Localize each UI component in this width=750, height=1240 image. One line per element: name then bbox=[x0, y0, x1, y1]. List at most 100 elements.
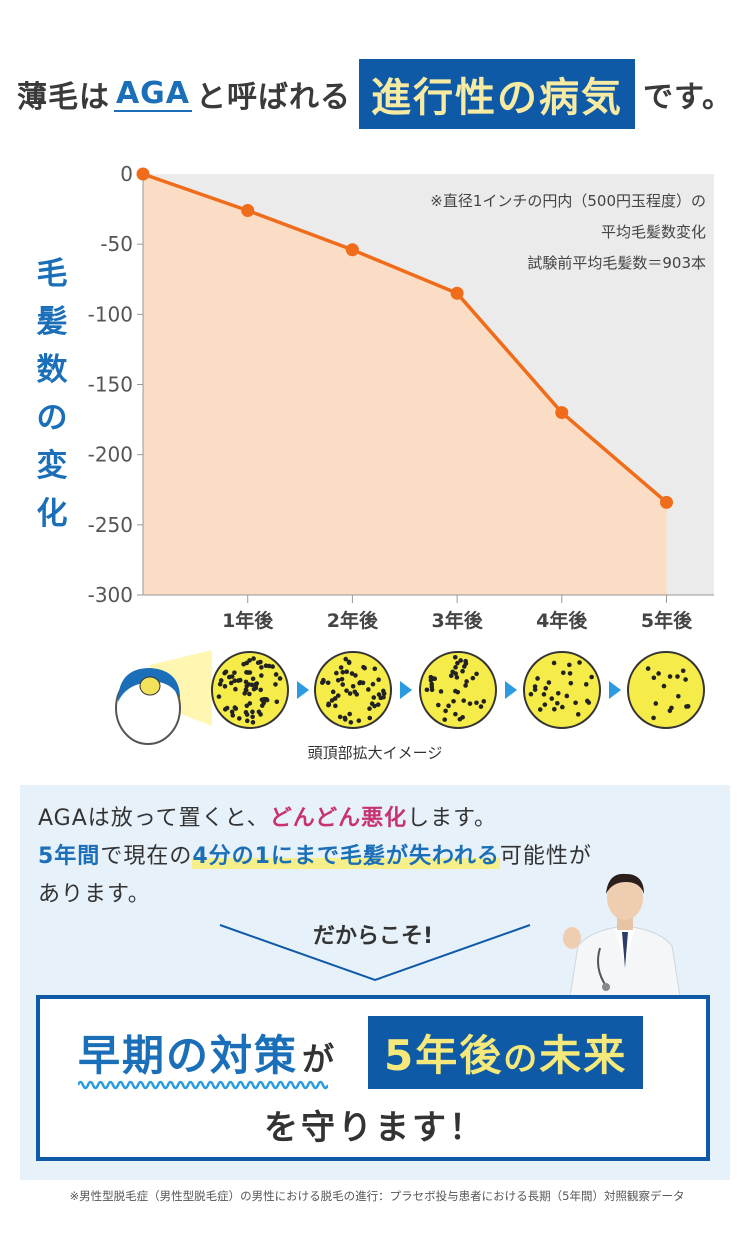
hair-dot bbox=[216, 694, 222, 699]
hair-dot bbox=[442, 717, 448, 722]
hair-dot bbox=[362, 665, 367, 671]
hair-dot bbox=[332, 696, 338, 701]
hair-dot bbox=[372, 703, 377, 709]
hair-dot bbox=[546, 680, 552, 685]
note-line: 試験前平均毛髪数＝903本 bbox=[527, 253, 706, 272]
x-tick-label: 2年後 bbox=[327, 609, 379, 632]
data-point bbox=[345, 243, 359, 257]
x-tick-label: 3年後 bbox=[431, 609, 483, 632]
hair-dot bbox=[247, 658, 252, 663]
hair-dot bbox=[567, 662, 572, 668]
hair-dot bbox=[528, 691, 534, 697]
hair-dot bbox=[243, 687, 249, 693]
result-highlight-box: 5年後の未来 bbox=[368, 1016, 644, 1089]
hair-dot bbox=[555, 700, 560, 706]
hair-dot bbox=[244, 712, 250, 717]
hair-dot bbox=[250, 709, 255, 715]
hair-dot bbox=[343, 656, 349, 662]
data-point bbox=[555, 406, 569, 420]
hair-dot bbox=[461, 698, 467, 703]
hair-dot bbox=[653, 701, 659, 706]
headline-part3: です。 bbox=[643, 80, 734, 115]
hair-dot bbox=[247, 701, 253, 706]
hair-dot bbox=[455, 660, 460, 666]
y-tick-label: -100 bbox=[88, 302, 133, 326]
hair-dot bbox=[255, 660, 261, 665]
data-line bbox=[142, 172, 668, 504]
hair-dot bbox=[535, 676, 540, 681]
hair-dot bbox=[443, 708, 448, 714]
hair-dot bbox=[357, 680, 363, 685]
hair-dot bbox=[462, 664, 467, 669]
hair-dot bbox=[463, 658, 468, 664]
hair-dot bbox=[584, 698, 590, 704]
hair-dot bbox=[344, 688, 349, 693]
hair-dot bbox=[335, 677, 341, 683]
result-particle: の bbox=[503, 1039, 540, 1079]
hair-dot bbox=[448, 673, 454, 679]
hair-dot bbox=[261, 700, 266, 706]
y-tick-label: -150 bbox=[88, 373, 133, 397]
headline-aga: AGA bbox=[113, 75, 193, 112]
hair-dot bbox=[232, 670, 237, 675]
hair-dot bbox=[325, 680, 331, 686]
hair-dot bbox=[645, 666, 651, 671]
ylabel-char: 数 bbox=[36, 352, 68, 389]
hair-dot bbox=[253, 685, 259, 691]
hair-dot bbox=[542, 702, 548, 707]
hair-dot bbox=[218, 678, 224, 683]
note-line: 平均毛髪数変化 bbox=[600, 222, 706, 241]
hair-dot bbox=[478, 704, 484, 709]
hair-dot bbox=[270, 664, 275, 669]
hair-dot bbox=[333, 703, 338, 709]
hair-dot bbox=[453, 711, 458, 717]
hair-dot bbox=[450, 669, 455, 675]
hair-dot bbox=[683, 677, 688, 682]
hair-dot bbox=[481, 699, 487, 704]
hair-dot bbox=[453, 665, 458, 670]
hair-dot bbox=[430, 676, 435, 681]
hair-dot bbox=[250, 720, 256, 725]
hair-dot bbox=[551, 660, 557, 666]
area-fill bbox=[143, 174, 667, 595]
hair-dot bbox=[537, 707, 543, 712]
hair-dot bbox=[577, 660, 582, 665]
ylabel-char: の bbox=[36, 400, 68, 437]
hair-dot bbox=[460, 668, 465, 674]
panel-line-1: AGAは放って置くと、どんどん悪化します。 bbox=[38, 800, 718, 838]
hair-dot bbox=[335, 693, 341, 698]
hair-dot bbox=[244, 718, 250, 724]
hair-dot bbox=[367, 715, 373, 721]
hair-dot bbox=[337, 714, 343, 720]
hair-dot bbox=[344, 669, 350, 675]
hair-dot bbox=[232, 678, 237, 684]
scalp-zoom-illustration bbox=[115, 650, 705, 745]
hair-dot bbox=[273, 682, 278, 687]
scalp-circle bbox=[523, 651, 601, 729]
hair-dot bbox=[233, 686, 238, 692]
hair-dot bbox=[262, 696, 267, 702]
hair-dot bbox=[583, 682, 589, 687]
hair-dot bbox=[352, 689, 358, 695]
hair-dot bbox=[230, 713, 236, 718]
hair-dot bbox=[251, 656, 256, 661]
hair-dot bbox=[371, 695, 377, 700]
y-tick-label: -50 bbox=[100, 232, 133, 256]
hair-dot bbox=[454, 675, 460, 680]
hair-dot bbox=[667, 674, 673, 679]
result-early-measures: 早期の対策 bbox=[78, 1031, 299, 1080]
hair-dot bbox=[340, 669, 346, 675]
zoom-caption: 頭頂部拡大イメージ bbox=[307, 744, 443, 762]
panel-emphasis: どんどん悪化 bbox=[269, 806, 408, 831]
hair-dot bbox=[458, 658, 463, 663]
arrow-right-icon bbox=[297, 681, 309, 699]
x-tick-label: 1年後 bbox=[222, 609, 274, 632]
hair-count-chart: 0 -50 -100 -150 -200 -250 -300 1年後 2年後 3年後 4年後 5年後 bbox=[88, 162, 714, 632]
hair-dot bbox=[226, 674, 232, 680]
hair-dot bbox=[353, 673, 358, 678]
arrow-right-icon bbox=[609, 681, 621, 699]
hair-dot bbox=[274, 699, 280, 705]
hair-dot bbox=[661, 683, 667, 689]
hair-dot bbox=[256, 709, 262, 715]
headline-part2: と呼ばれる bbox=[196, 80, 352, 115]
